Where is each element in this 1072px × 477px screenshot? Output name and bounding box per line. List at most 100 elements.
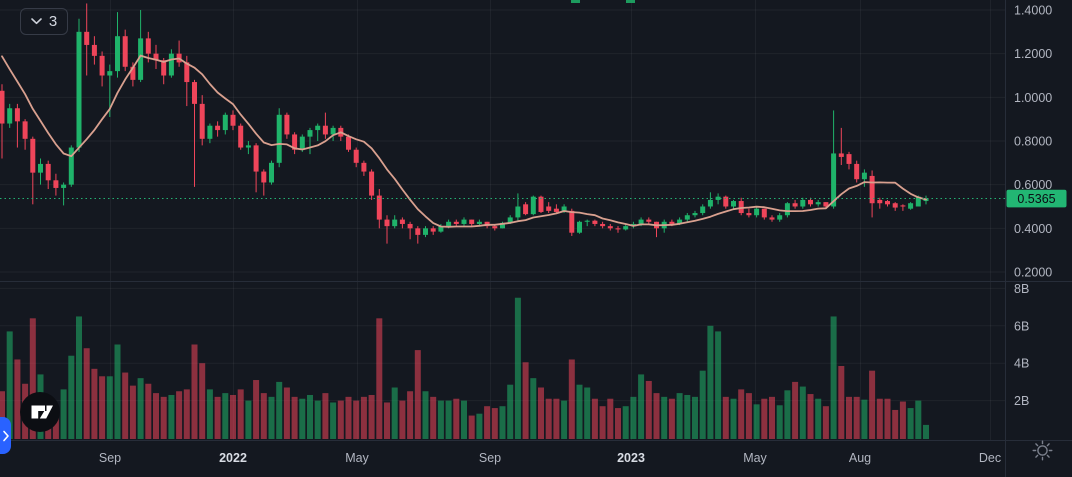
candle	[577, 221, 582, 233]
volume-bar	[892, 409, 899, 439]
tradingview-logo[interactable]	[20, 392, 60, 432]
volume-bar	[414, 350, 421, 439]
candle	[76, 31, 82, 148]
candle	[392, 219, 398, 227]
candle	[808, 199, 813, 205]
volume-tick-label: 6B	[1014, 319, 1029, 333]
volume-bar	[168, 394, 175, 439]
volume-bar	[745, 393, 752, 439]
candle	[615, 228, 621, 230]
volume-bar	[122, 372, 129, 439]
candle	[507, 217, 513, 223]
candle	[800, 199, 806, 207]
volume-bar	[907, 408, 914, 439]
candle	[553, 208, 559, 212]
volume-bar	[299, 398, 306, 439]
volume-bar	[137, 378, 144, 439]
candle	[45, 163, 51, 181]
price-tick-label: 1.2000	[1014, 47, 1052, 61]
volume-bar	[384, 402, 390, 439]
volume-bar	[245, 400, 252, 439]
candle	[492, 226, 498, 229]
candle	[353, 149, 359, 163]
volume-bar	[83, 348, 90, 439]
volume-bar	[761, 398, 768, 439]
candle	[307, 130, 313, 137]
candle	[192, 82, 197, 104]
candle	[700, 206, 706, 214]
volume-bar	[360, 396, 367, 439]
volume-bar	[753, 404, 760, 439]
candle	[738, 201, 744, 214]
candle	[22, 121, 28, 139]
candle	[0, 90, 5, 124]
volume-bar	[576, 384, 583, 439]
candle	[692, 213, 698, 216]
volume-bar	[668, 398, 675, 439]
candle	[423, 228, 428, 235]
volume-bar	[422, 391, 429, 439]
candle	[138, 38, 144, 80]
candle	[184, 62, 190, 83]
candle	[846, 154, 852, 164]
candle	[322, 125, 328, 135]
legend-text-fragment	[571, 0, 580, 3]
candle	[877, 199, 883, 204]
volume-bar	[314, 400, 321, 439]
candle	[869, 175, 875, 204]
candle	[838, 153, 844, 157]
time-tick-label: May	[345, 451, 369, 465]
candle	[453, 221, 459, 224]
time-tick-label: Dec	[979, 451, 1001, 465]
candle	[915, 196, 921, 207]
candle	[7, 108, 13, 124]
volume-bar	[876, 398, 883, 439]
time-tick-label: 2023	[617, 451, 645, 465]
candle	[276, 114, 282, 163]
gridlines	[0, 0, 1005, 440]
volume-bar	[307, 394, 313, 439]
candle	[530, 196, 536, 215]
volume-bar	[183, 389, 190, 439]
volume-bar	[722, 396, 729, 439]
candle	[684, 215, 690, 220]
candle	[523, 204, 529, 215]
candle	[538, 196, 544, 212]
candle	[438, 226, 444, 232]
interval-button[interactable]: 3	[20, 8, 68, 35]
volume-bar	[52, 411, 59, 439]
price-tick-label: 0.8000	[1014, 134, 1052, 148]
volume-bar	[6, 331, 13, 439]
time-axis[interactable]: Sep 2022 May Sep 2023 May Aug Dec	[99, 451, 1001, 465]
candle	[430, 228, 436, 232]
candle	[407, 223, 413, 229]
price-axis[interactable]: 1.4000 1.2000 1.0000 0.8000 0.6000 0.4000 0.20…	[1006, 4, 1067, 409]
volume-pane[interactable]	[0, 297, 929, 439]
candle	[292, 134, 298, 150]
volume-bar	[792, 381, 799, 439]
interval-label: 3	[48, 13, 58, 30]
volume-bar	[260, 393, 267, 439]
sidebar-expand-handle[interactable]	[0, 417, 11, 454]
volume-tick-label: 2B	[1014, 394, 1029, 408]
volume-bar	[507, 384, 514, 439]
volume-bar	[545, 398, 552, 439]
candle	[376, 195, 382, 220]
settings-gear-button[interactable]	[1032, 440, 1053, 461]
candle	[161, 60, 167, 76]
candle	[600, 223, 606, 227]
candle	[399, 219, 405, 224]
volume-bar	[692, 396, 698, 439]
candle	[515, 206, 521, 218]
volume-bar	[522, 362, 529, 439]
volume-bar	[345, 396, 352, 439]
volume-bar	[199, 363, 206, 439]
volume-bar	[738, 389, 745, 439]
price-tick-label: 1.0000	[1014, 91, 1052, 105]
time-tick-label: 2022	[219, 451, 247, 465]
candle	[769, 217, 775, 220]
price-pane[interactable]	[0, 3, 929, 244]
candle	[222, 114, 228, 131]
